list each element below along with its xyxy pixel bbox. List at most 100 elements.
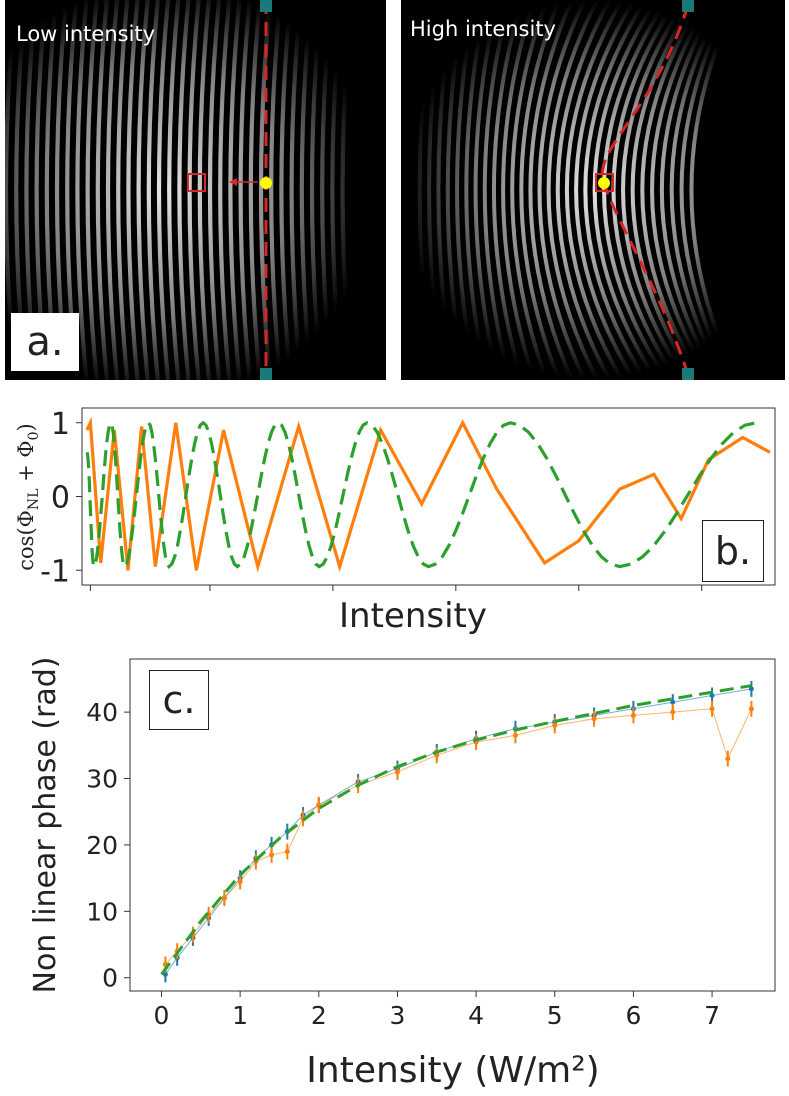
fringe-line	[689, 0, 739, 380]
chart-c-frame	[129, 658, 776, 992]
panel-letter-a: a.	[11, 313, 79, 371]
chart-c-point	[512, 732, 518, 738]
fringe-line	[177, 0, 191, 380]
chart-c-point	[670, 699, 676, 705]
fringe-line	[330, 0, 344, 380]
fringe-line	[445, 0, 466, 380]
chart-b-ytick-label: 0	[51, 481, 70, 516]
fringe-line	[279, 0, 293, 380]
chart-c-point	[552, 722, 558, 728]
chart-c-ytick-label: 20	[86, 831, 118, 860]
chart-c-ytick-label: 30	[86, 765, 118, 794]
fringe-line	[482, 0, 512, 380]
drag-handle-bottom[interactable]	[260, 368, 272, 380]
chart-c-point	[709, 693, 715, 699]
low-intensity-title: Low intensity	[16, 22, 156, 46]
chart-c-point	[591, 716, 597, 722]
fringe-line	[574, 0, 636, 380]
chart-b: 10-1 cos(ΦNL + Φ0) Intensity	[14, 407, 776, 636]
fringe-line	[473, 0, 500, 380]
fringe-line	[207, 0, 222, 380]
fringe-line	[340, 0, 354, 380]
drag-handle-top[interactable]	[260, 0, 272, 12]
chart-c-ytick-label: 40	[86, 698, 118, 727]
fringe-line	[501, 0, 536, 380]
fringe-line	[269, 0, 283, 380]
drag-handle-bottom[interactable]	[682, 368, 694, 380]
fringe-line	[218, 0, 232, 380]
fringe-line	[537, 0, 587, 380]
chart-c-xtick-label: 4	[468, 1001, 484, 1030]
fringe-line	[427, 0, 445, 380]
chart-c-xtick-label: 1	[232, 1001, 248, 1030]
chart-c-point	[709, 706, 715, 712]
fringe-line	[669, 0, 726, 380]
fringe-line	[510, 0, 549, 380]
low-intensity-fringes	[5, 0, 354, 380]
roi-box[interactable]	[187, 173, 206, 192]
fringe-line	[136, 0, 150, 380]
fringe-line	[156, 0, 171, 380]
fringe-line	[640, 0, 705, 380]
fringe-line	[630, 0, 697, 380]
chart-c-xlabel: Intensity (W/m²)	[306, 1050, 599, 1091]
reference-marker[interactable]	[598, 177, 610, 189]
fringe-line	[436, 0, 455, 380]
fringe-line	[105, 0, 120, 380]
high-intensity-title: High intensity	[410, 17, 556, 41]
chart-c-point	[394, 769, 400, 775]
roi-box[interactable]	[595, 173, 614, 192]
chart-c-fit-line	[160, 684, 752, 976]
fringe-line	[519, 0, 561, 380]
fringe-line	[417, 0, 434, 380]
fringe-line	[455, 0, 477, 380]
fringe-line	[555, 0, 612, 380]
chart-c-xtick-label: 5	[547, 1001, 563, 1030]
chart-c-ytick-label: 0	[102, 964, 118, 993]
chart-c-xtick-label: 6	[625, 1001, 641, 1030]
chart-c-point	[221, 895, 227, 901]
chart-c-series-line	[165, 708, 752, 965]
fringe-line	[167, 0, 181, 380]
high-intensity-image: High intensity	[401, 0, 785, 380]
chart-c-point	[670, 709, 676, 715]
chart-c-xtick-label: 0	[154, 1001, 170, 1030]
chart-c-xtick-label: 7	[704, 1001, 720, 1030]
drag-handle-top[interactable]	[682, 0, 694, 12]
panel-letter-b: b.	[702, 520, 764, 582]
chart-c-series-line	[164, 688, 752, 975]
chart-b-xlabel: Intensity	[339, 596, 487, 636]
chart-c-ytick-label: 10	[86, 897, 118, 926]
chart-c-point	[284, 849, 290, 855]
fringe-line	[146, 0, 160, 380]
fringe-line	[621, 0, 688, 380]
panel-letter-c: c.	[149, 670, 209, 730]
chart-c-point	[630, 712, 636, 718]
fringe-line	[659, 0, 719, 380]
fringe-line	[248, 0, 262, 380]
fringe-line	[528, 0, 574, 380]
fringe-line	[565, 0, 624, 380]
fringe-line	[309, 0, 324, 380]
fringe-line	[95, 0, 109, 380]
fringe-line	[464, 0, 489, 380]
fringe-line	[546, 0, 599, 380]
chart-b-series-line	[85, 419, 757, 571]
fringe-line	[75, 0, 89, 380]
chart-c-point	[237, 878, 243, 884]
fringe-line	[85, 0, 99, 380]
shift-arrowhead	[229, 178, 237, 186]
fringe-line	[289, 0, 303, 380]
fringe-line	[679, 0, 733, 380]
chart-b-series-line	[85, 416, 771, 573]
fringe-line	[126, 0, 140, 380]
fringe-line	[238, 0, 252, 380]
chart-c-point	[269, 852, 275, 858]
fringe-line	[228, 0, 242, 380]
chart-c-point	[748, 686, 754, 692]
fringe-line	[650, 0, 712, 380]
fringe-line	[592, 0, 658, 380]
chart-c-xtick-label: 2	[311, 1001, 327, 1030]
reference-marker[interactable]	[260, 177, 272, 189]
